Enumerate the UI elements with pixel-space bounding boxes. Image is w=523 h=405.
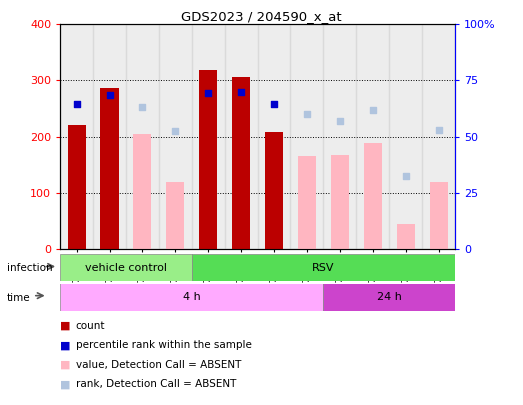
Bar bbox=[265, 132, 283, 249]
Bar bbox=[331, 155, 349, 249]
Bar bbox=[232, 77, 250, 249]
Point bbox=[204, 90, 212, 97]
Text: 24 h: 24 h bbox=[377, 292, 402, 302]
Bar bbox=[422, 24, 455, 249]
Bar bbox=[60, 254, 192, 281]
Bar bbox=[126, 24, 159, 249]
Bar bbox=[60, 284, 323, 311]
Text: count: count bbox=[76, 321, 105, 331]
Bar bbox=[159, 24, 192, 249]
Text: ■: ■ bbox=[60, 360, 71, 370]
Point bbox=[270, 101, 278, 107]
Bar bbox=[356, 24, 389, 249]
Bar bbox=[396, 224, 415, 249]
Bar bbox=[389, 24, 422, 249]
Bar bbox=[93, 24, 126, 249]
Bar bbox=[133, 134, 152, 249]
Bar bbox=[429, 181, 448, 249]
Bar bbox=[323, 284, 455, 311]
Bar bbox=[60, 24, 93, 249]
Point bbox=[72, 101, 81, 107]
Bar bbox=[192, 254, 455, 281]
Bar bbox=[257, 24, 290, 249]
Bar bbox=[298, 156, 316, 249]
Point bbox=[435, 127, 443, 133]
Point bbox=[336, 118, 344, 124]
Text: ■: ■ bbox=[60, 321, 71, 331]
Bar bbox=[67, 126, 86, 249]
Text: value, Detection Call = ABSENT: value, Detection Call = ABSENT bbox=[76, 360, 241, 370]
Text: ■: ■ bbox=[60, 341, 71, 350]
Bar bbox=[192, 24, 225, 249]
Text: GDS2023 / 204590_x_at: GDS2023 / 204590_x_at bbox=[181, 10, 342, 23]
Bar bbox=[100, 88, 119, 249]
Bar bbox=[323, 24, 356, 249]
Text: rank, Detection Call = ABSENT: rank, Detection Call = ABSENT bbox=[76, 379, 236, 389]
Text: infection: infection bbox=[7, 263, 52, 273]
Text: time: time bbox=[7, 293, 30, 303]
Text: percentile rank within the sample: percentile rank within the sample bbox=[76, 341, 252, 350]
Text: ■: ■ bbox=[60, 379, 71, 389]
Point bbox=[105, 91, 113, 98]
Text: vehicle control: vehicle control bbox=[85, 263, 167, 273]
Bar bbox=[290, 24, 323, 249]
Point bbox=[402, 173, 410, 179]
Bar bbox=[166, 181, 185, 249]
Bar bbox=[225, 24, 257, 249]
Bar bbox=[363, 143, 382, 249]
Text: 4 h: 4 h bbox=[183, 292, 201, 302]
Point bbox=[303, 111, 311, 117]
Point bbox=[171, 128, 179, 134]
Point bbox=[237, 88, 245, 95]
Point bbox=[369, 107, 377, 113]
Bar bbox=[199, 70, 217, 249]
Point bbox=[138, 104, 146, 111]
Text: RSV: RSV bbox=[312, 263, 335, 273]
